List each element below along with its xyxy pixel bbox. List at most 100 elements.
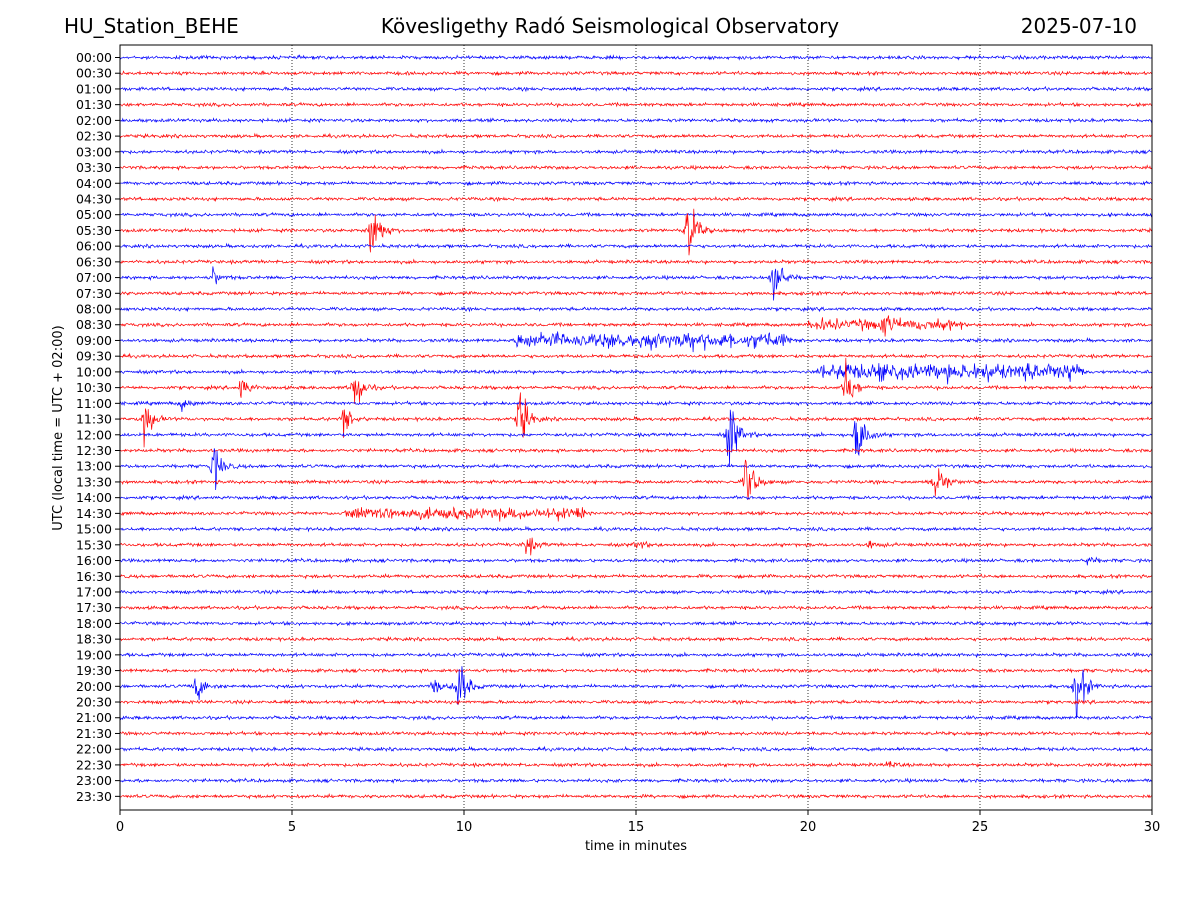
row-label: 18:30 [76,632,112,647]
x-tick-label: 5 [288,820,296,835]
row-label: 17:00 [76,584,112,599]
row-label: 03:30 [76,160,112,175]
row-label: 08:00 [76,302,112,317]
trace-row [119,572,1153,580]
trace-row [119,620,1153,627]
row-label: 08:30 [76,317,112,332]
trace-row [119,761,1153,769]
row-label: 21:30 [76,726,112,741]
row-label: 22:30 [76,757,112,772]
trace-row [119,506,1153,522]
x-axis: 0 5 10 15 20 25 30 [116,810,1160,835]
trace-group [119,54,1153,800]
trace-row [119,132,1153,140]
trace-row [119,392,1153,448]
trace-row [119,211,1153,219]
row-label: 01:00 [76,81,112,96]
row-label: 10:30 [76,380,112,395]
row-label: 19:00 [76,647,112,662]
row-label: 02:00 [76,113,112,128]
trace-row [119,400,1153,412]
row-label: 17:30 [76,600,112,615]
x-tick-label: 0 [116,820,124,835]
trace-row [119,195,1153,203]
trace-row [119,208,1153,256]
trace-row [119,635,1153,643]
trace-row [119,409,1153,467]
trace-row [119,362,1153,385]
row-label: 16:30 [76,569,112,584]
grid-lines [291,45,981,810]
chart-date: 2025-07-10 [1020,14,1137,38]
row-label: 15:00 [76,522,112,537]
trace-row [119,537,1153,556]
trace-row [119,730,1153,737]
row-label: 13:00 [76,459,112,474]
trace-row [119,667,1153,674]
trace-row [119,698,1153,706]
row-label: 12:30 [76,443,112,458]
x-tick-label: 15 [628,820,645,835]
row-label: 11:30 [76,412,112,427]
y-axis-label: UTC (local time = UTC + 02:00) [51,325,66,530]
trace-row [119,525,1153,533]
row-label: 07:30 [76,286,112,301]
row-label: 11:00 [76,396,112,411]
trace-row [119,666,1153,718]
trace-row [119,148,1153,156]
row-label: 09:30 [76,349,112,364]
trace-row [119,117,1153,124]
trace-row [119,85,1153,93]
trace-row [119,745,1153,753]
trace-row [119,651,1153,659]
trace-row [119,714,1153,722]
y-axis: 00:0000:3001:0001:3002:0002:3003:0003:30… [76,50,120,804]
row-label: 20:00 [76,679,112,694]
row-label: 05:30 [76,223,112,238]
trace-row [119,357,1153,404]
trace-row [119,588,1153,596]
row-label: 00:00 [76,50,112,65]
row-label: 12:00 [76,427,112,442]
row-label: 06:30 [76,254,112,269]
trace-row [119,556,1153,566]
trace-row [119,494,1153,502]
trace-row [119,258,1153,266]
trace-row [119,448,1153,491]
row-label: 04:30 [76,191,112,206]
row-label: 07:00 [76,270,112,285]
station-name: HU_Station_BEHE [64,14,239,38]
trace-row [119,180,1153,187]
row-label: 09:00 [76,333,112,348]
row-label: 10:00 [76,364,112,379]
row-label: 16:00 [76,553,112,568]
row-label: 14:00 [76,490,112,505]
chart-title: Kövesligethy Radó Seismological Observat… [380,14,840,38]
trace-row [119,305,1153,313]
row-label: 14:30 [76,506,112,521]
row-label: 13:30 [76,474,112,489]
row-label: 01:30 [76,97,112,112]
trace-row [119,793,1153,800]
row-label: 19:30 [76,663,112,678]
trace-row [119,331,1153,353]
trace-row [119,604,1153,612]
trace-row [119,777,1153,785]
trace-row [119,315,1153,337]
x-axis-label: time in minutes [585,839,687,854]
row-label: 23:00 [76,773,112,788]
trace-row [119,242,1153,250]
trace-row [119,290,1153,297]
row-label: 05:00 [76,207,112,222]
trace-row [119,447,1153,454]
row-label: 15:30 [76,537,112,552]
row-label: 21:00 [76,710,112,725]
trace-row [119,164,1153,171]
row-label: 20:30 [76,695,112,710]
x-tick-label: 10 [456,820,473,835]
x-tick-label: 25 [972,820,989,835]
row-label: 04:00 [76,176,112,191]
row-label: 06:00 [76,239,112,254]
trace-row [119,70,1153,77]
